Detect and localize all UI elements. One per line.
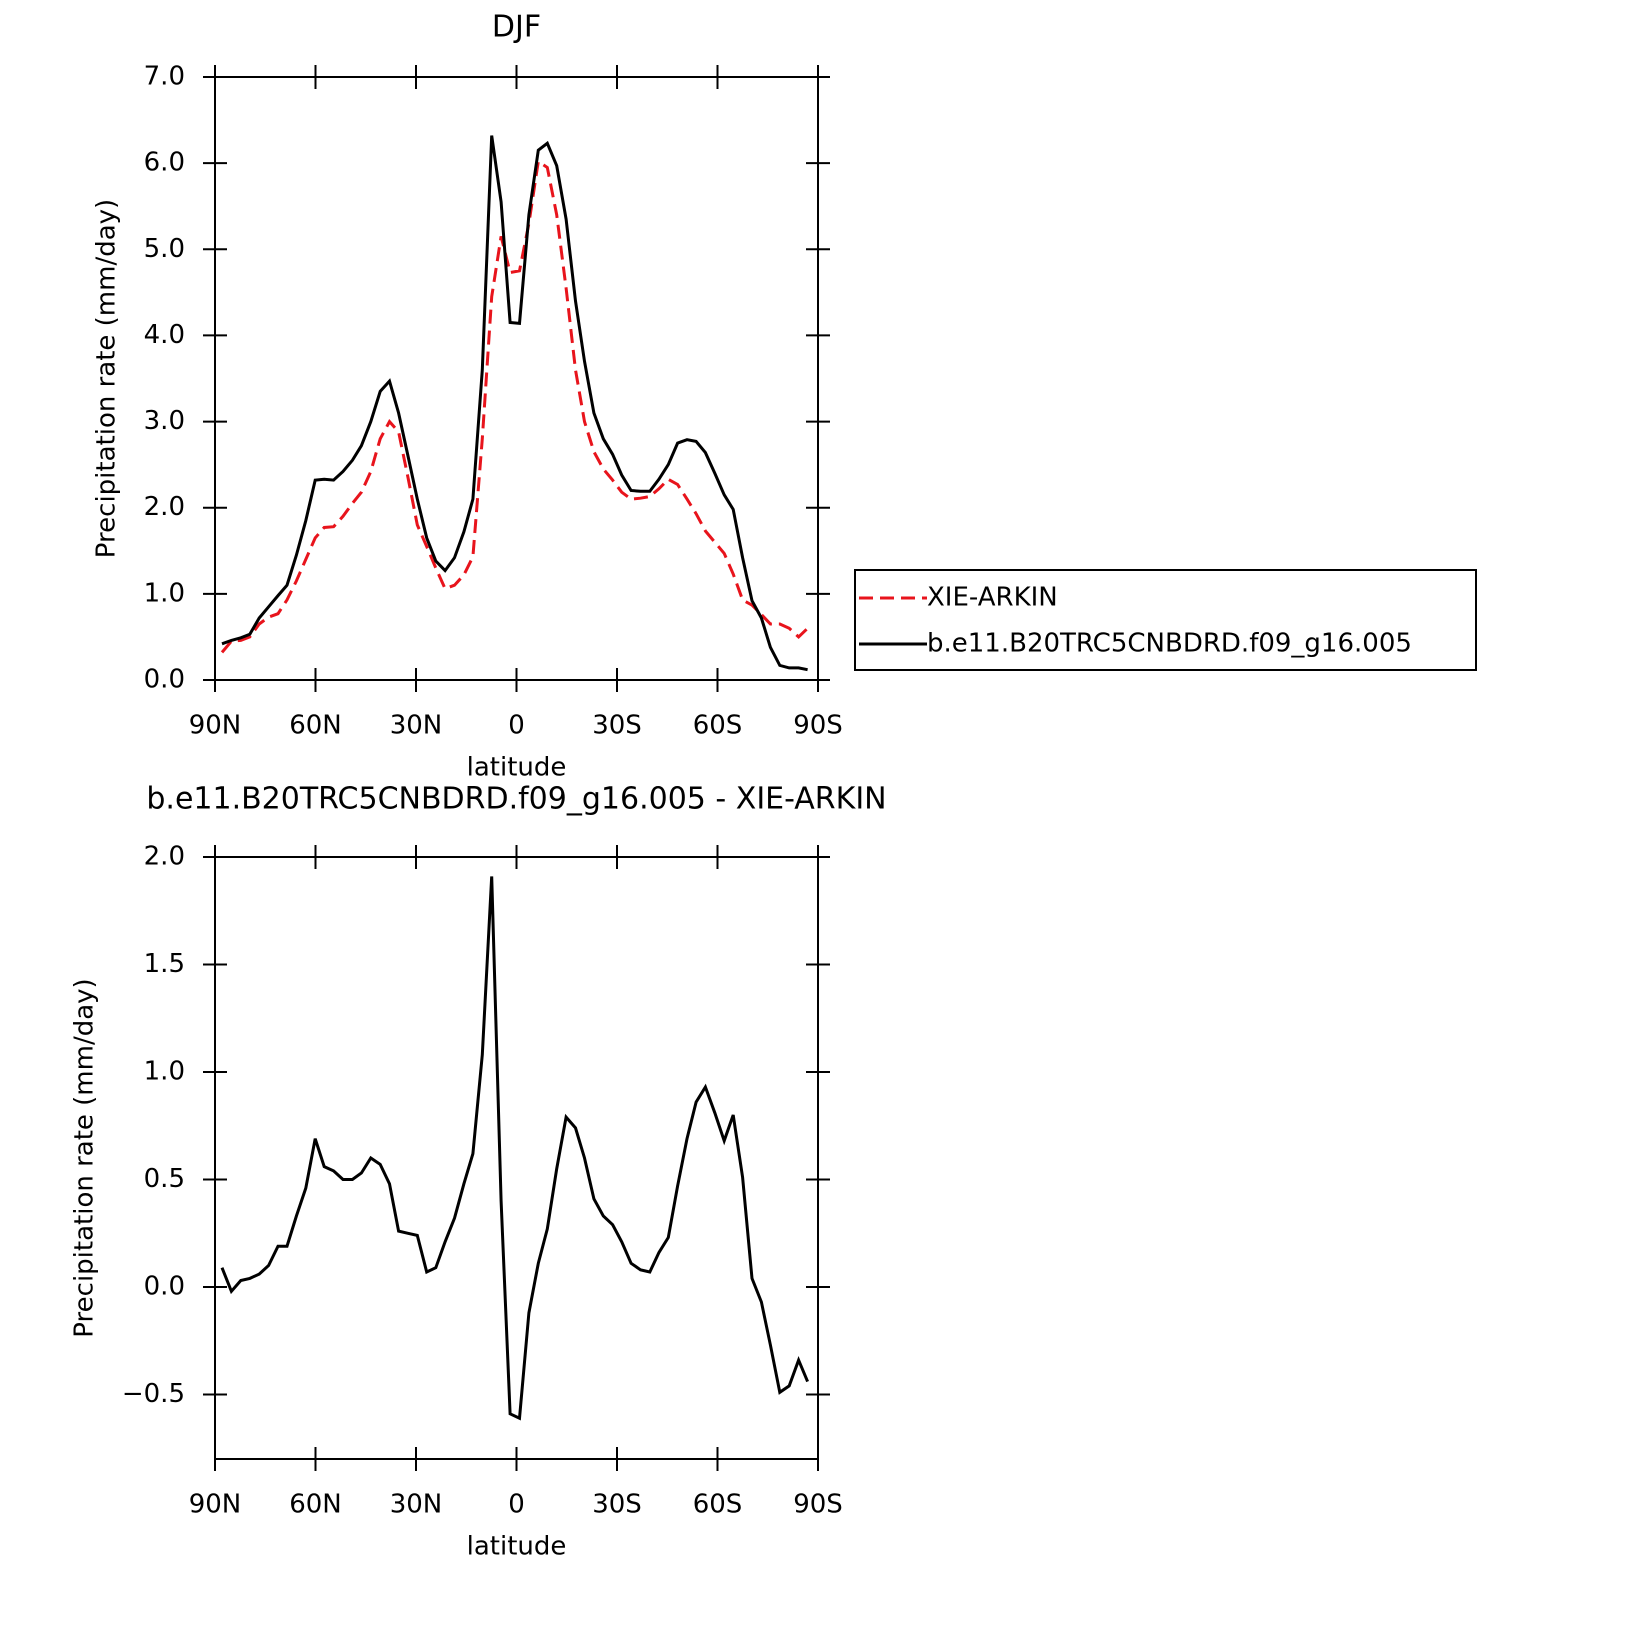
x-tick-label: 30S: [592, 1490, 642, 1520]
data-line: [220, 876, 809, 1421]
y-tick-label: 3.0: [144, 406, 185, 436]
x-tick-label: 30N: [390, 711, 443, 741]
x-tick-label: 0: [508, 1490, 525, 1520]
y-tick-label: 0.5: [144, 1164, 185, 1194]
y-axis-label: Precipitation rate (mm/day): [70, 978, 100, 1337]
x-tick-label: 60N: [289, 1490, 342, 1520]
y-tick-label: 1.0: [144, 578, 185, 608]
x-tick-label: 0: [508, 711, 525, 741]
y-tick-label: 5.0: [144, 234, 185, 264]
y-tick-label: −0.5: [122, 1379, 185, 1409]
x-tick-label: 90S: [793, 1490, 843, 1520]
x-tick-label: 90N: [189, 1490, 242, 1520]
legend-box: [854, 569, 1477, 671]
y-tick-label: 2.0: [144, 842, 185, 872]
y-axis-label: Precipitation rate (mm/day): [92, 199, 122, 558]
x-tick-label: 30N: [390, 1490, 443, 1520]
chart-title: DJF: [492, 10, 541, 45]
y-tick-label: 0.0: [144, 665, 185, 695]
x-tick-label: 30S: [592, 711, 642, 741]
legend-label: b.e11.B20TRC5CNBDRD.f09_g16.005: [927, 629, 1412, 659]
x-axis-label: latitude: [467, 753, 567, 783]
x-tick-label: 60S: [693, 1490, 743, 1520]
chart-title: b.e11.B20TRC5CNBDRD.f09_g16.005 - XIE-AR…: [146, 782, 886, 817]
y-tick-label: 1.0: [144, 1057, 185, 1087]
plot-frame: [214, 76, 819, 681]
y-tick-label: 1.5: [144, 949, 185, 979]
x-axis-label: latitude: [467, 1532, 567, 1562]
x-tick-label: 60S: [693, 711, 743, 741]
x-tick-label: 90N: [189, 711, 242, 741]
data-line: [221, 135, 808, 672]
y-tick-label: 6.0: [144, 148, 185, 178]
y-tick-label: 2.0: [144, 492, 185, 522]
y-tick-label: 4.0: [144, 320, 185, 350]
plot-frame: [214, 856, 819, 1460]
x-tick-label: 60N: [289, 711, 342, 741]
y-tick-label: 0.0: [144, 1272, 185, 1302]
data-line: [220, 158, 809, 654]
x-tick-label: 90S: [793, 711, 843, 741]
legend-label: XIE-ARKIN: [927, 583, 1058, 613]
y-tick-label: 7.0: [144, 62, 185, 92]
